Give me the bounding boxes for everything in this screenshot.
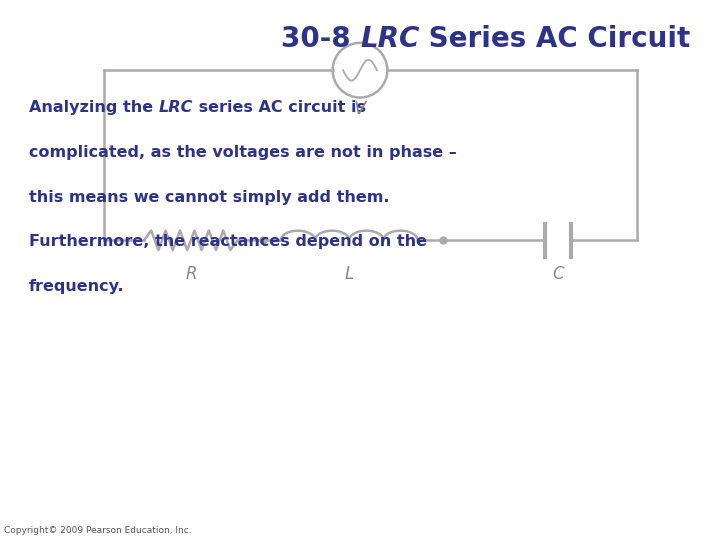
Text: L: L [345,265,354,282]
Text: LRC: LRC [360,25,419,53]
Text: LRC: LRC [158,100,193,115]
Text: this means we cannot simply add them.: this means we cannot simply add them. [29,190,390,205]
Text: series AC circuit is: series AC circuit is [193,100,366,115]
Text: 30-8: 30-8 [281,25,360,53]
Text: R: R [185,265,197,282]
Text: Copyright© 2009 Pearson Education, Inc.: Copyright© 2009 Pearson Education, Inc. [4,525,192,535]
Text: complicated, as the voltages are not in phase –: complicated, as the voltages are not in … [29,145,456,160]
Text: Furthermore, the reactances depend on the: Furthermore, the reactances depend on th… [29,234,427,249]
Text: V: V [354,100,366,118]
Text: C: C [552,265,564,282]
Text: frequency.: frequency. [29,279,125,294]
Text: Analyzing the: Analyzing the [29,100,158,115]
Text: Series AC Circuit: Series AC Circuit [419,25,690,53]
